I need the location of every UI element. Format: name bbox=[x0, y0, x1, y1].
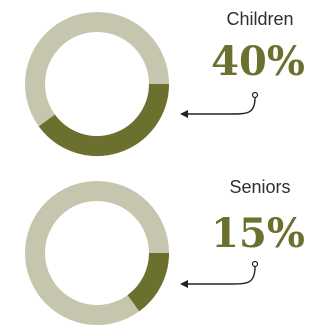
chart-2-value-label: 15% bbox=[211, 210, 305, 257]
chart-2-category-label: Seniors bbox=[229, 177, 291, 197]
donut-2-value-segment bbox=[127, 252, 169, 312]
chart-1-value-label: 40% bbox=[211, 38, 305, 85]
donut-2-pointer-arrow bbox=[180, 260, 259, 288]
chart-1-category-label: Children bbox=[226, 9, 294, 29]
donut-1-value-segment bbox=[38, 83, 169, 156]
donut-1-pointer-arrow bbox=[180, 91, 259, 118]
